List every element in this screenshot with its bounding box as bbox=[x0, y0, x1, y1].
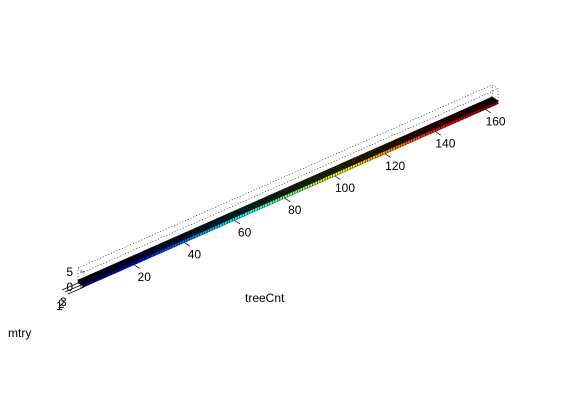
x-tick-mark bbox=[334, 175, 341, 180]
x-tick-label: 40 bbox=[188, 248, 202, 262]
x-axis-label: treeCnt bbox=[245, 291, 285, 305]
grid-line bbox=[491, 84, 499, 90]
grid-line bbox=[77, 267, 85, 273]
y-tick-label: 2 bbox=[58, 297, 65, 311]
x-tick-mark bbox=[184, 242, 190, 247]
bar-series bbox=[77, 96, 499, 288]
grid-line bbox=[83, 88, 499, 273]
x-tick-label: 20 bbox=[138, 270, 152, 284]
x-tick-mark bbox=[134, 264, 140, 269]
x-tick-label: 60 bbox=[238, 225, 252, 239]
y-tick-mark bbox=[67, 286, 85, 295]
grid-line bbox=[77, 84, 493, 269]
x-tick-mark bbox=[435, 131, 441, 136]
x-tick-mark bbox=[284, 197, 291, 203]
bar-top-edge-band bbox=[78, 96, 499, 284]
x-tick-label: 100 bbox=[335, 181, 355, 195]
z-tick-label: 0 bbox=[66, 280, 73, 294]
y-tick-label: 3 bbox=[60, 295, 67, 309]
y-tick-label: 1 bbox=[56, 299, 63, 313]
y-tick-mark bbox=[64, 284, 82, 293]
x-tick-mark bbox=[485, 109, 492, 114]
y-axis-label: mtry bbox=[8, 326, 31, 340]
x-tick-mark bbox=[234, 220, 241, 225]
x-tick-label: 120 bbox=[385, 159, 405, 173]
axis-ticks: 20 40 60 80 100 120 140 160 05 123 bbox=[56, 109, 506, 313]
x-tick-mark bbox=[385, 153, 391, 158]
x-tick-label: 160 bbox=[486, 114, 506, 128]
x-tick-label: 80 bbox=[288, 203, 302, 217]
x-tick-label: 140 bbox=[435, 137, 455, 151]
y-tick-mark bbox=[61, 282, 79, 291]
z-tick-label: 5 bbox=[66, 265, 73, 279]
